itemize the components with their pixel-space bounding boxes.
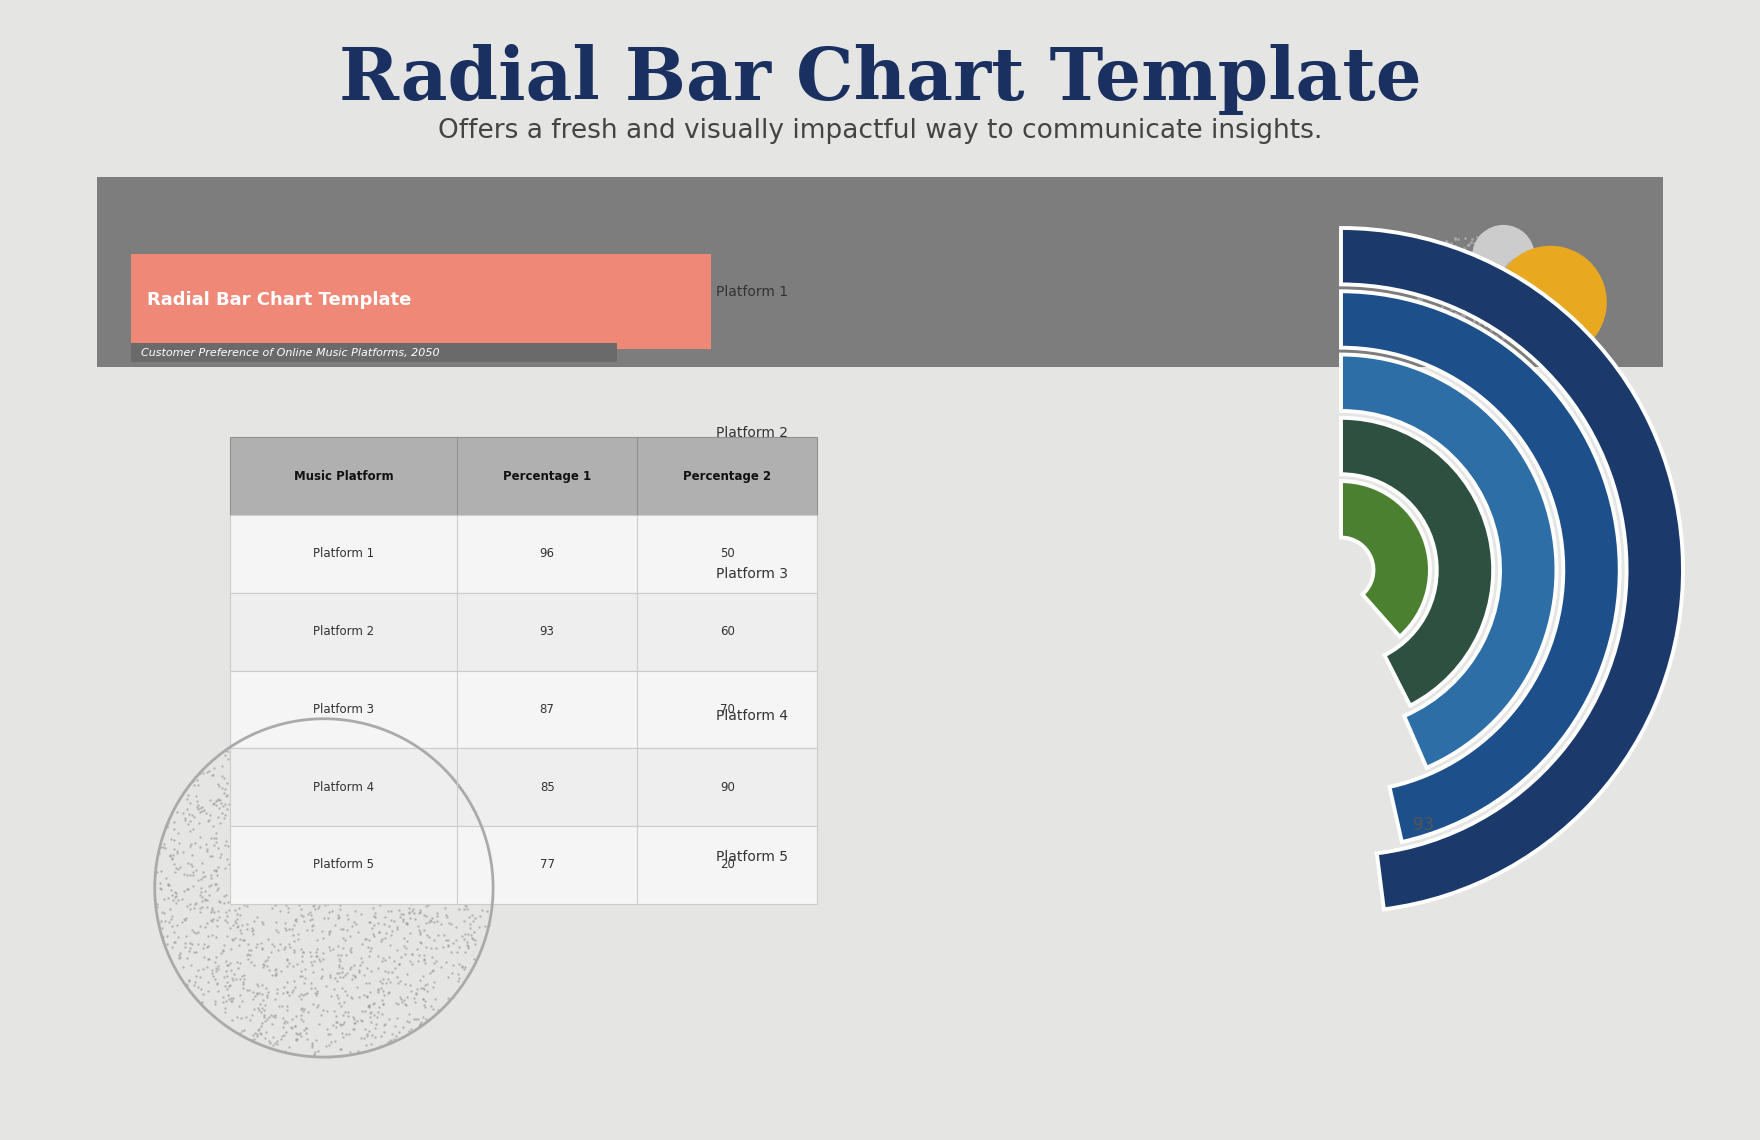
Text: 60: 60: [720, 625, 734, 638]
Bar: [231, 593, 817, 670]
Wedge shape: [1341, 355, 1556, 767]
Bar: [231, 748, 817, 826]
Bar: [132, 343, 616, 363]
Text: 90: 90: [720, 781, 734, 793]
Ellipse shape: [1471, 225, 1535, 287]
Text: Percentage 2: Percentage 2: [683, 470, 771, 482]
Text: Platform 1: Platform 1: [313, 547, 375, 561]
Text: Platform 5: Platform 5: [313, 858, 375, 871]
Text: Platform 5: Platform 5: [716, 850, 787, 864]
Wedge shape: [1341, 418, 1492, 706]
Text: 77: 77: [540, 858, 554, 871]
Wedge shape: [1341, 481, 1429, 637]
Text: Radial Bar Chart Template: Radial Bar Chart Template: [338, 44, 1422, 115]
Bar: [231, 515, 817, 593]
Text: 93: 93: [1413, 816, 1434, 833]
Text: Platform 2: Platform 2: [716, 426, 787, 440]
Ellipse shape: [1500, 255, 1551, 306]
Text: Platform 4: Platform 4: [313, 781, 375, 793]
Text: 85: 85: [540, 781, 554, 793]
Wedge shape: [1341, 228, 1683, 910]
Text: Platform 3: Platform 3: [716, 568, 787, 581]
Text: 70: 70: [720, 703, 734, 716]
Text: Percentage 1: Percentage 1: [503, 470, 591, 482]
Text: 96: 96: [540, 547, 554, 561]
Text: 50: 50: [720, 547, 734, 561]
Text: Offers a fresh and visually impactful way to communicate insights.: Offers a fresh and visually impactful wa…: [438, 119, 1322, 144]
Bar: [97, 177, 1663, 367]
Text: Platform 3: Platform 3: [313, 703, 375, 716]
Bar: [132, 253, 711, 349]
Text: Music Platform: Music Platform: [294, 470, 392, 482]
Text: Platform 4: Platform 4: [716, 709, 787, 723]
Text: 20: 20: [720, 858, 734, 871]
Text: Platform 2: Platform 2: [313, 625, 375, 638]
Bar: [231, 438, 817, 515]
Ellipse shape: [1494, 246, 1607, 359]
Text: 93: 93: [540, 625, 554, 638]
Text: Platform 1: Platform 1: [716, 285, 788, 299]
Bar: [231, 826, 817, 904]
Text: Radial Bar Chart Template: Radial Bar Chart Template: [146, 292, 412, 309]
Text: Customer Preference of Online Music Platforms, 2050: Customer Preference of Online Music Plat…: [141, 348, 440, 358]
Wedge shape: [1341, 291, 1619, 842]
Text: 87: 87: [540, 703, 554, 716]
Bar: [231, 670, 817, 748]
